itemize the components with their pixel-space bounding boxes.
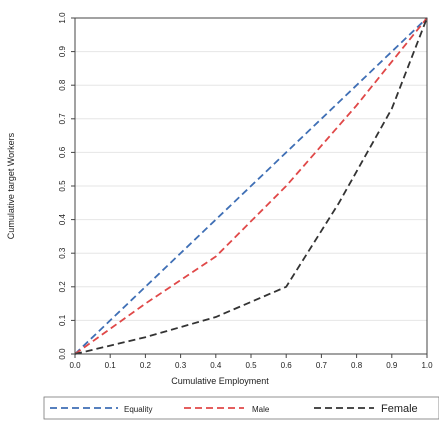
axes: 0.0 0.1 0.2 0.3 0.4 0.5 0.6 0.7 0.8 0.9 1.0 0.0 0.1 0… [58, 12, 433, 370]
data-point-male [285, 185, 287, 187]
legend-label-female: Female [381, 403, 418, 415]
data-point-male [145, 303, 147, 305]
data-point-female [285, 286, 287, 288]
x-tick-label: 0.1 [105, 361, 117, 370]
x-tick-label: 0.4 [210, 361, 222, 370]
data-point-female [391, 108, 393, 110]
x-tick-label: 1.0 [421, 361, 433, 370]
y-tick-label: 0.6 [58, 146, 67, 158]
y-axis-title: Cumulative target Workers [6, 132, 16, 239]
x-tick-label: 0.0 [69, 361, 81, 370]
x-tick-label: 0.6 [281, 361, 293, 370]
x-tick-label: 0.8 [351, 361, 363, 370]
x-tick-label: 0.7 [316, 361, 328, 370]
x-tick-label: 0.5 [245, 361, 257, 370]
y-tick-label: 0.0 [58, 348, 67, 360]
legend: Equality Male Female [43, 396, 439, 420]
series-line-equality [74, 17, 428, 355]
data-point-male [356, 105, 358, 107]
data-point-female [338, 202, 340, 204]
y-tick-label: 1.0 [58, 12, 67, 24]
y-tick-label: 0.3 [58, 247, 67, 259]
series-line-male [74, 17, 428, 355]
y-tick-label: 0.7 [58, 113, 67, 125]
data-point-female [215, 316, 217, 318]
data-point-male [215, 256, 217, 258]
x-tick-label: 0.3 [175, 361, 187, 370]
legend-label-male: Male [252, 405, 270, 414]
y-tick-label: 0.1 [58, 314, 67, 326]
y-tick-label: 0.9 [58, 45, 67, 57]
series-line-female [74, 17, 428, 355]
y-tick-label: 0.4 [58, 213, 67, 225]
x-tick-label: 0.9 [386, 361, 398, 370]
y-tick-label: 0.2 [58, 281, 67, 293]
data-point-female [145, 336, 147, 338]
x-axis-title: Cumulative Employment [171, 376, 269, 386]
y-tick-label: 0.5 [58, 180, 67, 192]
series-layer [74, 17, 428, 355]
y-tick-label: 0.8 [58, 79, 67, 91]
x-tick-label: 0.2 [140, 361, 152, 370]
legend-label-equality: Equality [124, 405, 152, 414]
